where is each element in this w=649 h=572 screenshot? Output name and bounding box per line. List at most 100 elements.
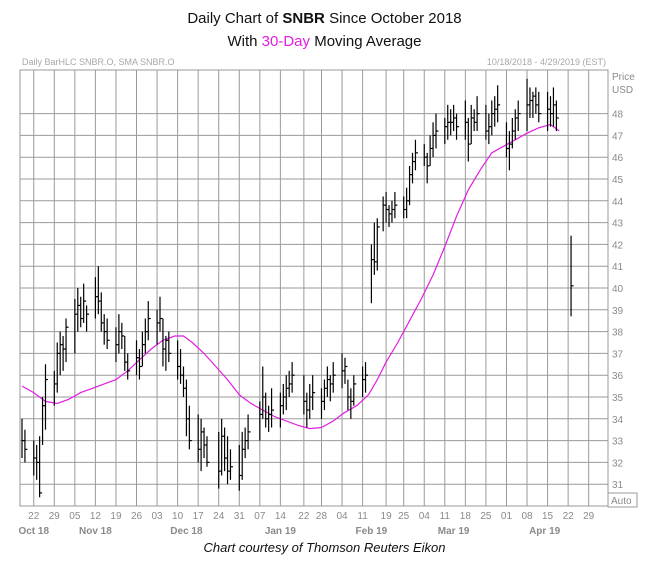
month-label: Nov 18	[79, 526, 112, 537]
price-bar	[265, 392, 269, 428]
price-bar	[59, 331, 63, 376]
price-bar	[197, 414, 201, 463]
price-bar	[538, 91, 542, 123]
price-bar	[491, 100, 495, 136]
price-bar	[162, 318, 166, 367]
price-bar	[244, 427, 248, 459]
price-bar	[106, 318, 110, 350]
price-bar	[182, 366, 186, 397]
chart-title-line-2: With 30-Day Moving Average	[0, 33, 649, 50]
price-bar	[56, 342, 60, 393]
title-suffix: Since October 2018	[329, 10, 462, 27]
price-bar	[455, 113, 460, 140]
price-bar	[350, 388, 354, 419]
price-bar	[329, 375, 333, 402]
plot-frame	[19, 69, 609, 507]
price-bar	[332, 362, 336, 393]
x-tick-label: 12	[90, 511, 102, 522]
x-tick-label: 08	[521, 511, 533, 522]
price-bar	[408, 165, 413, 206]
price-bar	[247, 414, 251, 450]
price-bar	[546, 91, 551, 132]
price-bar	[270, 388, 275, 428]
x-tick-label: 01	[501, 511, 513, 522]
price-bar	[341, 353, 345, 389]
price-bar	[552, 87, 556, 127]
y-tick-label: 38	[612, 328, 624, 339]
price-bar	[403, 196, 407, 219]
price-bar	[97, 266, 101, 315]
price-bar	[39, 436, 43, 498]
month-label: Mar 19	[438, 526, 470, 537]
y-tick-label: 35	[612, 393, 624, 404]
price-bar	[320, 388, 324, 419]
x-tick-label: 29	[49, 511, 61, 522]
title-prefix: Daily Chart of	[187, 10, 279, 27]
price-bar	[312, 375, 316, 411]
title-highlight-30day: 30-Day	[261, 33, 311, 50]
price-bar	[429, 135, 433, 166]
price-bar	[44, 364, 48, 430]
price-bar	[385, 192, 389, 223]
x-tick-label: 22	[563, 511, 575, 522]
price-bar	[535, 87, 539, 114]
price-bar	[344, 357, 348, 384]
month-label: Feb 19	[356, 526, 388, 537]
auto-scale-button[interactable]	[607, 492, 638, 508]
y-tick-label: 46	[612, 153, 624, 164]
price-bar	[414, 139, 418, 171]
price-bar	[406, 187, 410, 219]
x-tick-label: 14	[275, 511, 287, 522]
month-label: Jan 19	[265, 526, 297, 537]
price-bar	[118, 314, 122, 354]
price-bar	[156, 309, 160, 345]
price-bar	[391, 200, 395, 223]
x-tick-label: 05	[69, 511, 81, 522]
x-tick-label: 26	[131, 511, 143, 522]
price-bar	[226, 436, 231, 485]
price-bar	[147, 301, 151, 341]
price-bar	[168, 331, 172, 363]
price-bar	[303, 375, 307, 415]
x-tick-label: 04	[336, 511, 348, 522]
y-tick-label: 47	[612, 131, 624, 142]
y-axis: 31 32 33 34 35 36 37 38 39 40 41 42 43 44 45 46 47 48	[612, 110, 624, 492]
price-bar	[549, 96, 554, 127]
y-tick-label: 40	[612, 284, 624, 295]
price-bar	[450, 109, 454, 136]
price-bar	[36, 444, 40, 480]
y-tick-label: 32	[612, 458, 624, 469]
y-tick-label: 44	[612, 197, 624, 208]
y-tick-label: 39	[612, 306, 624, 317]
price-bar	[423, 144, 427, 166]
price-bar	[485, 104, 489, 140]
price-bars	[21, 78, 574, 498]
x-tick-label: 31	[234, 511, 246, 522]
price-bar	[282, 383, 286, 415]
x-tick-label: 28	[316, 511, 328, 522]
price-bar	[185, 379, 189, 437]
price-bar	[177, 340, 181, 380]
x-tick-label: 22	[28, 511, 40, 522]
price-bar	[65, 318, 69, 363]
x-tick-label: 07	[254, 511, 266, 522]
header-left: Daily BarHLC SNBR.O, SMA SNBR.O	[22, 57, 175, 67]
price-bar	[229, 449, 233, 480]
price-bar	[476, 96, 480, 132]
price-bar	[77, 288, 81, 332]
x-tick-label: 24	[213, 511, 225, 522]
price-bar	[511, 117, 515, 149]
price-bar	[241, 431, 245, 480]
header-right: 10/18/2018 - 4/29/2019 (EST)	[487, 57, 606, 67]
price-bar	[526, 78, 530, 132]
price-bar	[453, 104, 457, 132]
x-tick-label: 19	[381, 511, 393, 522]
x-tick-label: 17	[193, 511, 205, 522]
price-bar	[373, 222, 377, 275]
price-bar	[74, 298, 78, 354]
price-bar	[144, 318, 148, 354]
price-bar	[115, 327, 119, 363]
price-bar	[532, 91, 536, 118]
price-bar	[444, 117, 448, 145]
price-bar	[353, 375, 357, 406]
